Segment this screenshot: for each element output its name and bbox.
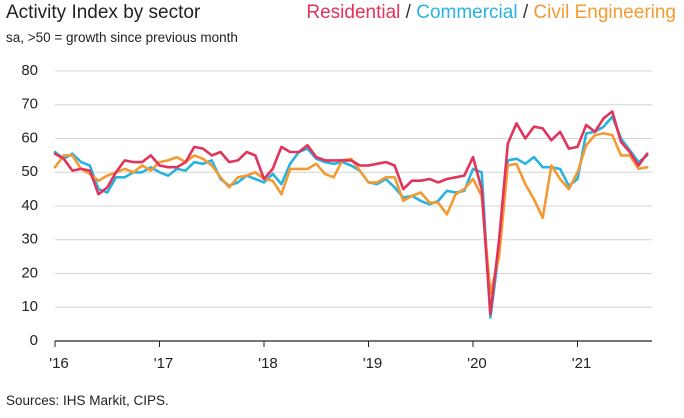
x-tick-label: '19 xyxy=(363,355,383,372)
y-tick-label: 60 xyxy=(21,129,38,146)
y-tick-label: 10 xyxy=(21,298,38,315)
series-line-residential xyxy=(53,110,649,316)
x-tick-label: '18 xyxy=(258,355,278,372)
legend-separator: / xyxy=(522,2,529,23)
x-axis-ticks: '16 '17 '18 '19 '20 '21 xyxy=(49,355,591,372)
series-line-commercial xyxy=(53,115,649,319)
y-tick-label: 50 xyxy=(21,163,38,180)
x-tick-label: '21 xyxy=(572,355,592,372)
chart-subtitle: sa, >50 = growth since previous month xyxy=(6,30,238,45)
legend: Residential / Commercial / Civil Enginee… xyxy=(306,2,676,24)
x-tick-label: '20 xyxy=(467,355,487,372)
x-tick-label: '16 xyxy=(49,355,69,372)
y-tick-label: 30 xyxy=(21,231,38,248)
legend-separator: / xyxy=(405,2,411,23)
series-lines xyxy=(53,110,649,319)
series-line-civil-engineering xyxy=(53,132,649,296)
source-note: Sources: IHS Markit, CIPS. xyxy=(6,393,169,408)
legend-item-residential: Residential xyxy=(306,2,401,23)
y-tick-label: 0 xyxy=(30,332,38,349)
y-tick-label: 40 xyxy=(21,197,38,214)
y-tick-label: 80 xyxy=(21,62,38,79)
y-tick-label: 20 xyxy=(21,264,38,281)
x-tick-label: '17 xyxy=(154,355,174,372)
y-axis-ticks: 0 10 20 30 40 50 60 70 80 xyxy=(21,62,38,349)
legend-item-commercial: Commercial xyxy=(416,2,518,23)
y-tick-label: 70 xyxy=(21,96,38,113)
chart-title: Activity Index by sector xyxy=(6,2,201,23)
legend-item-civil-engineering: Civil Engineering xyxy=(533,2,676,23)
gridlines xyxy=(54,70,652,347)
